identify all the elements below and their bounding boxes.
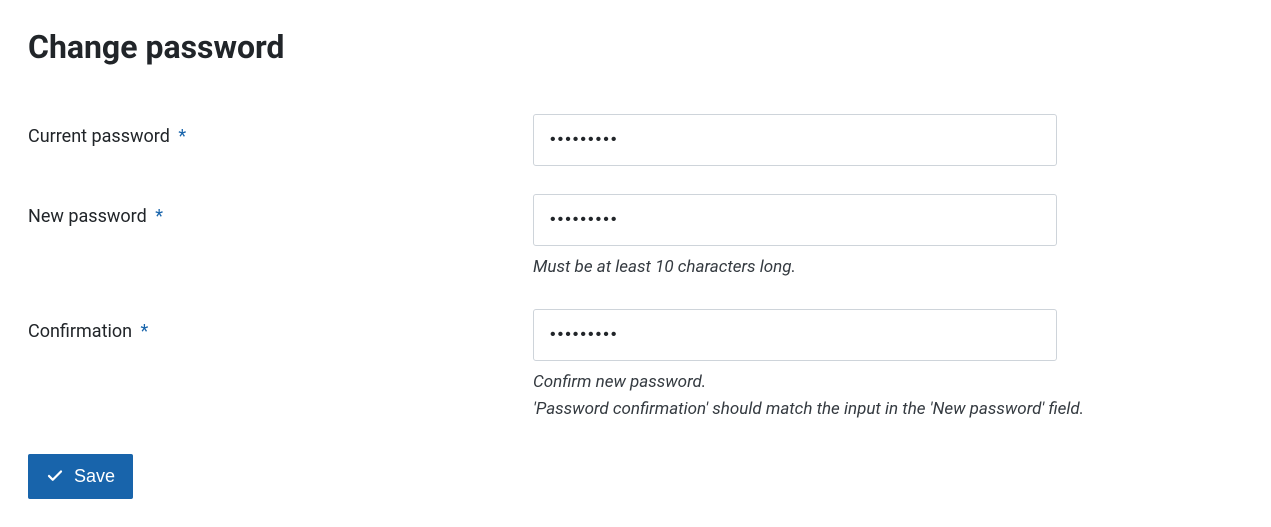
confirmation-help: Confirm new password. 'Password confirma… xyxy=(533,369,1243,423)
page-title: Change password xyxy=(28,28,1243,66)
required-star: * xyxy=(155,206,163,227)
new-password-input-col: Must be at least 10 characters long. xyxy=(533,194,1243,281)
required-star: * xyxy=(141,321,149,342)
check-icon xyxy=(46,467,64,485)
current-password-label: Current password * xyxy=(28,114,533,147)
new-password-label: New password * xyxy=(28,194,533,227)
confirmation-input-col: Confirm new password. 'Password confirma… xyxy=(533,309,1243,423)
confirmation-help-line2: 'Password confirmation' should match the… xyxy=(533,396,1243,423)
confirmation-label: Confirmation * xyxy=(28,309,533,342)
new-password-help: Must be at least 10 characters long. xyxy=(533,254,1243,281)
new-password-row: New password * Must be at least 10 chara… xyxy=(28,194,1243,281)
new-password-label-text: New password xyxy=(28,206,147,227)
current-password-input-col xyxy=(533,114,1243,166)
confirmation-row: Confirmation * Confirm new password. 'Pa… xyxy=(28,309,1243,423)
save-button-label: Save xyxy=(74,466,115,487)
button-row: Save xyxy=(28,454,1243,499)
confirmation-input[interactable] xyxy=(533,309,1057,361)
current-password-input[interactable] xyxy=(533,114,1057,166)
new-password-input[interactable] xyxy=(533,194,1057,246)
confirmation-help-line1: Confirm new password. xyxy=(533,369,1243,396)
required-star: * xyxy=(178,126,186,147)
current-password-label-text: Current password xyxy=(28,126,170,147)
current-password-row: Current password * xyxy=(28,114,1243,166)
confirmation-label-text: Confirmation xyxy=(28,321,132,342)
save-button[interactable]: Save xyxy=(28,454,133,499)
